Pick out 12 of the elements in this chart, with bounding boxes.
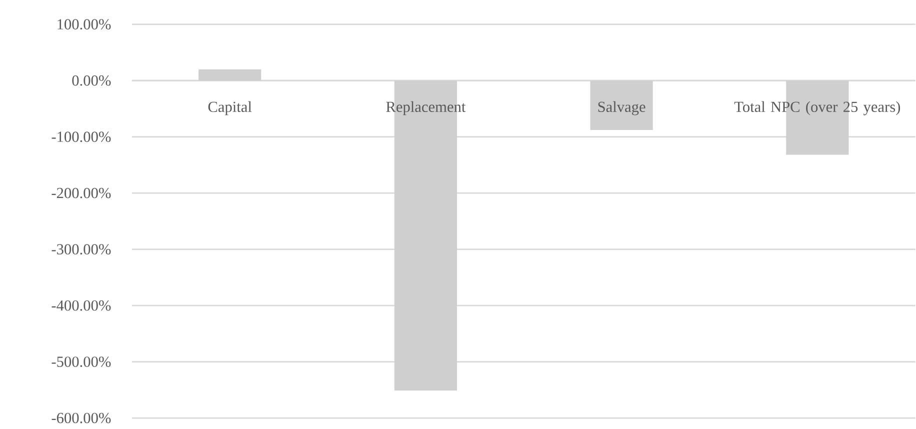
y-tick-label: -600.00%	[52, 412, 111, 424]
y-tick-label: -400.00%	[52, 300, 111, 311]
y-tick-label: -300.00%	[52, 244, 111, 255]
x-tick-label: Salvage	[598, 101, 646, 116]
y-tick-label: -100.00%	[52, 132, 111, 142]
x-tick-label: Total NPC (over 25 years)	[734, 101, 900, 116]
x-tick-label: Replacement	[386, 101, 466, 116]
y-tick-label: -500.00%	[52, 356, 111, 368]
y-tick-label: 0.00%	[72, 76, 111, 86]
y-tick-label: -200.00%	[52, 188, 111, 198]
y-tick-label: 100.00%	[58, 19, 111, 30]
x-tick-label: Capital	[208, 101, 252, 116]
